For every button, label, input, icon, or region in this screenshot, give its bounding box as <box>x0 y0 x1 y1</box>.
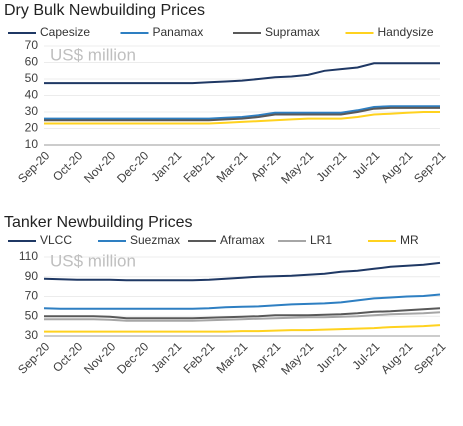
legend-label: Handysize <box>378 25 434 39</box>
y-tick-label: 30 <box>25 328 39 342</box>
series-line <box>44 311 441 322</box>
x-tick-label: Sep-20 <box>15 148 52 185</box>
series-line <box>44 106 440 122</box>
legend-label: Aframax <box>220 233 265 247</box>
series-line <box>44 111 440 125</box>
x-tick-label: Dec-20 <box>114 339 151 376</box>
x-tick-label: Apr-21 <box>248 148 284 184</box>
y-tick-label: 90 <box>25 269 39 283</box>
legend-label: Capesize <box>40 25 90 39</box>
x-tick-label: Nov-20 <box>81 148 118 185</box>
chart-title: Tanker Newbuilding Prices <box>4 214 193 231</box>
chart-title: Dry Bulk Newbuilding Prices <box>4 2 205 19</box>
series-line <box>43 293 441 310</box>
annotation: US$ million <box>50 251 136 270</box>
series-line <box>43 261 441 282</box>
y-tick-label: 50 <box>25 308 39 322</box>
legend-label: Panamax <box>153 25 204 39</box>
x-tick-label: Nov-20 <box>81 339 118 376</box>
x-tick-label: Jun-21 <box>314 148 350 184</box>
x-tick-label: Dec-20 <box>114 148 151 185</box>
x-tick-label: Sep-21 <box>411 148 448 185</box>
x-tick-label: Oct-20 <box>50 148 86 184</box>
y-tick-label: 70 <box>25 289 39 303</box>
x-tick-label: Mar-21 <box>214 339 251 376</box>
x-tick-label: Aug-21 <box>378 148 415 185</box>
x-tick-label: Aug-21 <box>378 339 415 376</box>
legend-label: Suezmax <box>130 233 180 247</box>
legend-label: VLCC <box>40 233 72 247</box>
y-tick-label: 60 <box>25 55 39 69</box>
annotation: US$ million <box>50 45 136 64</box>
x-tick-label: Feb-21 <box>181 339 218 376</box>
y-tick-label: 70 <box>25 38 39 52</box>
x-tick-label: Jan-21 <box>149 148 185 184</box>
series-line <box>44 62 440 85</box>
x-tick-label: Feb-21 <box>181 148 218 185</box>
x-tick-label: May-21 <box>278 148 316 186</box>
y-tick-label: 10 <box>25 137 39 151</box>
legend-label: LR1 <box>310 233 332 247</box>
x-tick-label: Apr-21 <box>248 339 284 375</box>
x-tick-label: Sep-21 <box>411 339 448 376</box>
y-tick-label: 50 <box>25 71 39 85</box>
y-tick-label: 30 <box>25 104 39 118</box>
y-tick-label: 110 <box>19 249 38 263</box>
series-line <box>44 324 441 333</box>
x-tick-label: Jan-21 <box>149 339 185 375</box>
x-tick-label: May-21 <box>278 339 316 377</box>
x-tick-label: Sep-20 <box>15 339 52 376</box>
legend-label: MR <box>400 233 419 247</box>
y-tick-label: 40 <box>25 88 39 102</box>
legend-label: Supramax <box>265 25 320 39</box>
x-tick-label: Jun-21 <box>314 339 350 375</box>
series-line <box>44 307 441 320</box>
series-line <box>44 105 440 120</box>
y-tick-label: 20 <box>25 121 39 135</box>
x-tick-label: Mar-21 <box>214 148 251 185</box>
x-tick-label: Oct-20 <box>50 339 86 375</box>
